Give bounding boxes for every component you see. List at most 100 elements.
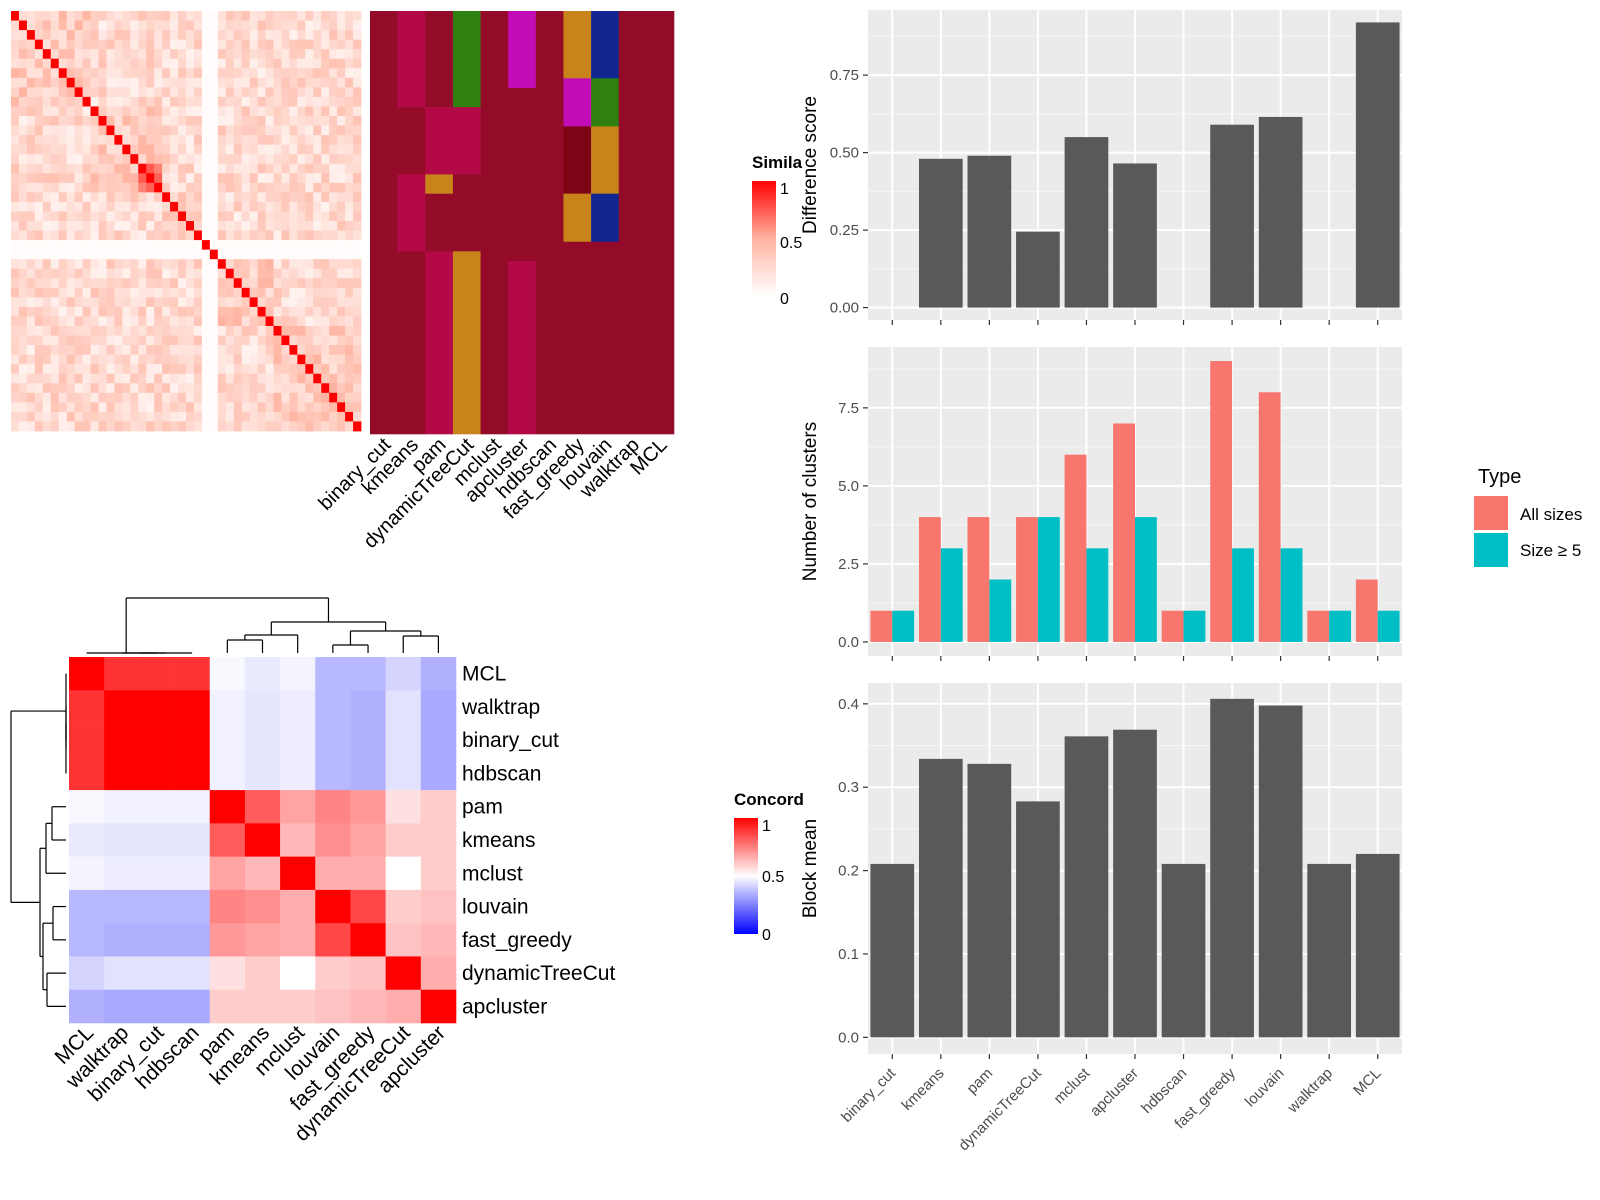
- similarity-cell: [11, 354, 20, 365]
- similarity-cell: [18, 68, 28, 79]
- similarity-cell: [241, 182, 251, 193]
- similarity-cell: [193, 106, 203, 117]
- concordance-cell: [315, 823, 351, 857]
- similarity-cell: [66, 211, 76, 222]
- similarity-cell: [154, 259, 163, 270]
- similarity-cell: [321, 173, 330, 184]
- similarity-cell: [162, 278, 171, 289]
- similarity-cell: [353, 211, 362, 222]
- similarity-cell: [18, 240, 28, 251]
- similarity-cell: [170, 106, 179, 117]
- similarity-cell: [26, 287, 36, 298]
- similarity-cell: [18, 201, 28, 212]
- similarity-cell: [313, 354, 322, 365]
- similarity-cell: [146, 135, 155, 146]
- concordance-cell: [209, 889, 246, 924]
- similarity-cell: [249, 316, 258, 327]
- similarity-cell: [138, 354, 147, 365]
- similarity-cell: [313, 125, 322, 136]
- similarity-cell: [345, 87, 354, 98]
- similarity-cell: [233, 49, 243, 60]
- similarity-cell: [249, 326, 258, 336]
- similarity-cell: [201, 306, 211, 317]
- similarity-cell: [329, 68, 338, 79]
- bar-walktrap: [1307, 863, 1352, 1038]
- similarity-cell: [74, 173, 83, 184]
- similarity-cell: [305, 221, 314, 231]
- similarity-cell: [106, 411, 115, 422]
- concordance-cell: [104, 756, 140, 791]
- similarity-cell: [225, 392, 235, 403]
- similarity-cell: [209, 249, 219, 260]
- similarity-cell: [162, 240, 171, 251]
- similarity-cell: [122, 144, 131, 155]
- similarity-cell: [305, 211, 314, 222]
- similarity-cell: [241, 201, 251, 212]
- similarity-cell: [130, 383, 139, 394]
- similarity-cell: [201, 39, 211, 50]
- similarity-cell: [233, 411, 243, 422]
- similarity-cell: [225, 106, 235, 117]
- similarity-cell: [289, 30, 298, 41]
- similarity-cell: [122, 326, 131, 336]
- similarity-cell: [170, 259, 179, 270]
- similarity-cell: [138, 154, 147, 165]
- similarity-cell: [186, 259, 195, 270]
- similarity-cell: [58, 230, 68, 241]
- similarity-cell: [321, 77, 330, 88]
- similarity-cell: [162, 316, 171, 327]
- similarity-cell: [130, 192, 139, 203]
- similarity-cell: [98, 345, 107, 356]
- concordance-cell: [244, 823, 281, 857]
- class-cell-louvain: [591, 11, 620, 79]
- concordance-cell: [280, 923, 316, 957]
- similarity-cell: [233, 192, 243, 203]
- y-tick-label: 0.1: [838, 946, 859, 963]
- concordance-cell: [104, 723, 140, 758]
- concordance-cell: [315, 790, 351, 824]
- similarity-cell: [321, 39, 330, 50]
- similarity-cell: [42, 192, 52, 203]
- similarity-cell: [281, 68, 290, 79]
- similarity-cell: [201, 230, 211, 241]
- similarity-cell: [130, 182, 139, 193]
- similarity-cell: [50, 402, 60, 413]
- similarity-cell: [241, 240, 251, 251]
- class-cell-dynamicTreeCut: [452, 11, 481, 108]
- similarity-cell: [82, 316, 91, 327]
- similarity-cell: [66, 364, 76, 375]
- similarity-cell: [74, 20, 83, 31]
- similarity-cell: [122, 20, 131, 31]
- similarity-cell: [146, 182, 155, 193]
- similarity-cell: [66, 354, 76, 365]
- similarity-cell: [90, 68, 99, 79]
- similarity-cell: [154, 96, 163, 107]
- similarity-cell: [289, 116, 298, 126]
- similarity-cell: [11, 335, 20, 346]
- concordance-legend-tick-1: 1: [762, 818, 771, 835]
- similarity-cell: [186, 278, 195, 289]
- similarity-cell: [162, 345, 171, 356]
- similarity-cell: [74, 249, 83, 260]
- similarity-cell: [18, 402, 28, 413]
- concordance-cell: [209, 790, 246, 824]
- similarity-cell: [297, 58, 306, 69]
- similarity-cell: [114, 364, 123, 375]
- similarity-cell: [11, 316, 20, 327]
- concordance-cell: [350, 690, 386, 724]
- similarity-cell: [257, 125, 266, 136]
- similarity-cell: [233, 278, 243, 289]
- similarity-cell: [233, 392, 243, 403]
- similarity-cell: [11, 373, 20, 384]
- similarity-cell: [170, 345, 179, 356]
- similarity-cell: [74, 87, 83, 98]
- similarity-cell: [98, 192, 107, 203]
- similarity-cell: [305, 20, 314, 31]
- similarity-cell: [82, 173, 91, 184]
- similarity-cell: [321, 144, 330, 155]
- similarity-cell: [146, 173, 155, 184]
- similarity-cell: [186, 402, 195, 413]
- similarity-cell: [305, 335, 314, 346]
- similarity-cell: [186, 154, 195, 165]
